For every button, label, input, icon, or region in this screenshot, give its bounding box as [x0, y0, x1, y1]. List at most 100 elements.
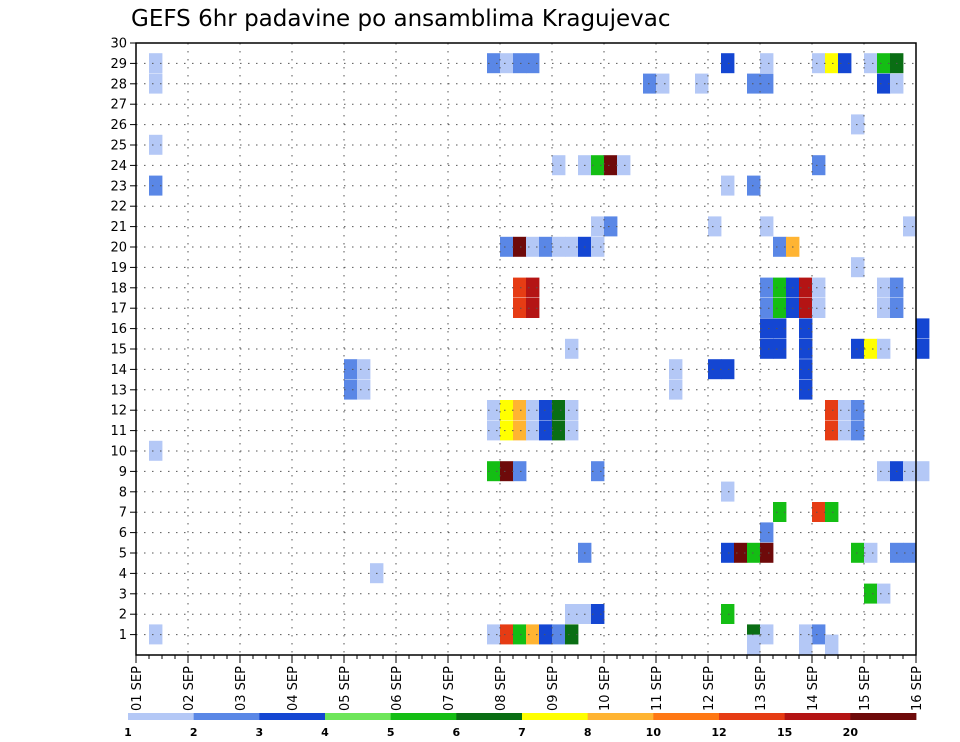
- precip-cell: [903, 542, 917, 563]
- colorbar-swatch: [719, 713, 786, 720]
- precip-cell: [487, 400, 501, 420]
- precip-cell: [760, 318, 774, 339]
- precip-cell: [149, 134, 163, 155]
- precip-cell: [773, 502, 787, 522]
- precip-cell: [838, 420, 852, 441]
- precip-cell: [344, 379, 358, 400]
- precip-cell: [773, 298, 787, 318]
- precip-cell: [565, 604, 579, 624]
- precip-cell: [864, 542, 878, 563]
- precip-cell: [825, 53, 839, 74]
- x-tick-label: 06 SEP: [390, 666, 405, 711]
- precip-cell: [526, 277, 540, 298]
- precip-cell: [513, 277, 527, 298]
- y-tick-label: 25: [110, 139, 127, 154]
- precip-cell: [500, 420, 514, 441]
- precip-cell: [526, 624, 540, 645]
- precip-cell: [851, 114, 865, 135]
- x-tick-label: 14 SEP: [806, 666, 821, 711]
- y-tick-label: 6: [119, 526, 127, 541]
- precip-cell: [760, 624, 774, 645]
- y-tick-label: 27: [110, 98, 127, 113]
- colorbar-swatch: [193, 713, 260, 720]
- precip-cell: [539, 236, 553, 257]
- precip-cell: [539, 400, 553, 420]
- y-tick-label: 26: [110, 118, 127, 133]
- y-tick-label: 12: [110, 404, 127, 419]
- x-tick-label: 03 SEP: [234, 666, 249, 711]
- precip-cell: [565, 400, 579, 420]
- precip-cell: [708, 216, 722, 237]
- precip-cell: [864, 338, 878, 359]
- precip-cell: [487, 53, 501, 74]
- precip-cell: [656, 73, 670, 94]
- precip-cell: [747, 175, 761, 196]
- colorbar-swatch: [784, 713, 851, 720]
- precip-cell: [916, 318, 930, 339]
- precip-cell: [760, 216, 774, 237]
- precip-cell: [825, 634, 839, 655]
- x-tick-label: 16 SEP: [910, 666, 925, 711]
- precip-cell: [877, 298, 891, 318]
- precip-cell: [851, 420, 865, 441]
- precip-cell: [500, 53, 514, 74]
- precip-cell: [812, 502, 826, 522]
- precip-cell: [526, 53, 540, 74]
- precip-cell: [149, 73, 163, 94]
- precip-cell: [695, 73, 709, 94]
- colorbar-swatch: [587, 713, 654, 720]
- precip-cell: [851, 257, 865, 278]
- y-tick-label: 28: [110, 77, 127, 92]
- precip-cell: [149, 175, 163, 196]
- precip-cell: [773, 318, 787, 339]
- precip-cell: [591, 604, 605, 624]
- x-tick-label: 01 SEP: [130, 666, 145, 711]
- x-tick-label: 05 SEP: [338, 666, 353, 711]
- precip-cell: [799, 298, 813, 318]
- y-tick-label: 9: [119, 465, 127, 480]
- y-tick-label: 16: [110, 322, 127, 337]
- y-tick-label: 21: [110, 220, 127, 235]
- precip-cell: [669, 379, 683, 400]
- precip-cell: [838, 53, 852, 74]
- precip-cell: [344, 359, 358, 380]
- precip-cell: [357, 379, 371, 400]
- x-tick-label: 11 SEP: [650, 666, 665, 711]
- precip-cell: [149, 440, 163, 461]
- precip-cell: [552, 236, 566, 257]
- colorbar: 1 2 3 4 5 6 7 8 10 12 15 20: [124, 713, 917, 739]
- colorbar-label: 5: [387, 726, 395, 739]
- precip-cell: [799, 634, 813, 655]
- colorbar-swatch: [259, 713, 326, 720]
- precip-cell: [526, 236, 540, 257]
- precip-cell: [539, 420, 553, 441]
- precip-cell: [721, 175, 735, 196]
- precip-cell: [851, 400, 865, 420]
- precip-cell: [799, 359, 813, 380]
- y-tick-label: 11: [110, 424, 127, 439]
- precip-cell: [747, 542, 761, 563]
- precip-cell: [877, 461, 891, 482]
- precip-cell: [487, 420, 501, 441]
- y-tick-label: 1: [119, 628, 127, 643]
- precip-cell: [149, 624, 163, 645]
- precip-cell: [773, 338, 787, 359]
- y-tick-label: 17: [110, 302, 127, 317]
- y-tick-label: 5: [119, 547, 127, 562]
- precip-cell: [539, 624, 553, 645]
- precip-cell: [799, 338, 813, 359]
- precip-cell: [487, 624, 501, 645]
- precip-cell: [916, 461, 930, 482]
- precip-cell: [591, 155, 605, 176]
- chart-title: GEFS 6hr padavine po ansamblima Kragujev…: [131, 6, 671, 32]
- y-tick-label: 30: [110, 37, 127, 52]
- y-tick-label: 19: [110, 261, 127, 276]
- precip-cell: [760, 277, 774, 298]
- precip-cell: [552, 624, 566, 645]
- precip-cell: [604, 155, 618, 176]
- precip-cell: [760, 338, 774, 359]
- colorbar-swatch: [390, 713, 457, 720]
- precip-cell: [799, 277, 813, 298]
- precip-cell: [760, 73, 774, 94]
- precip-cell: [916, 338, 930, 359]
